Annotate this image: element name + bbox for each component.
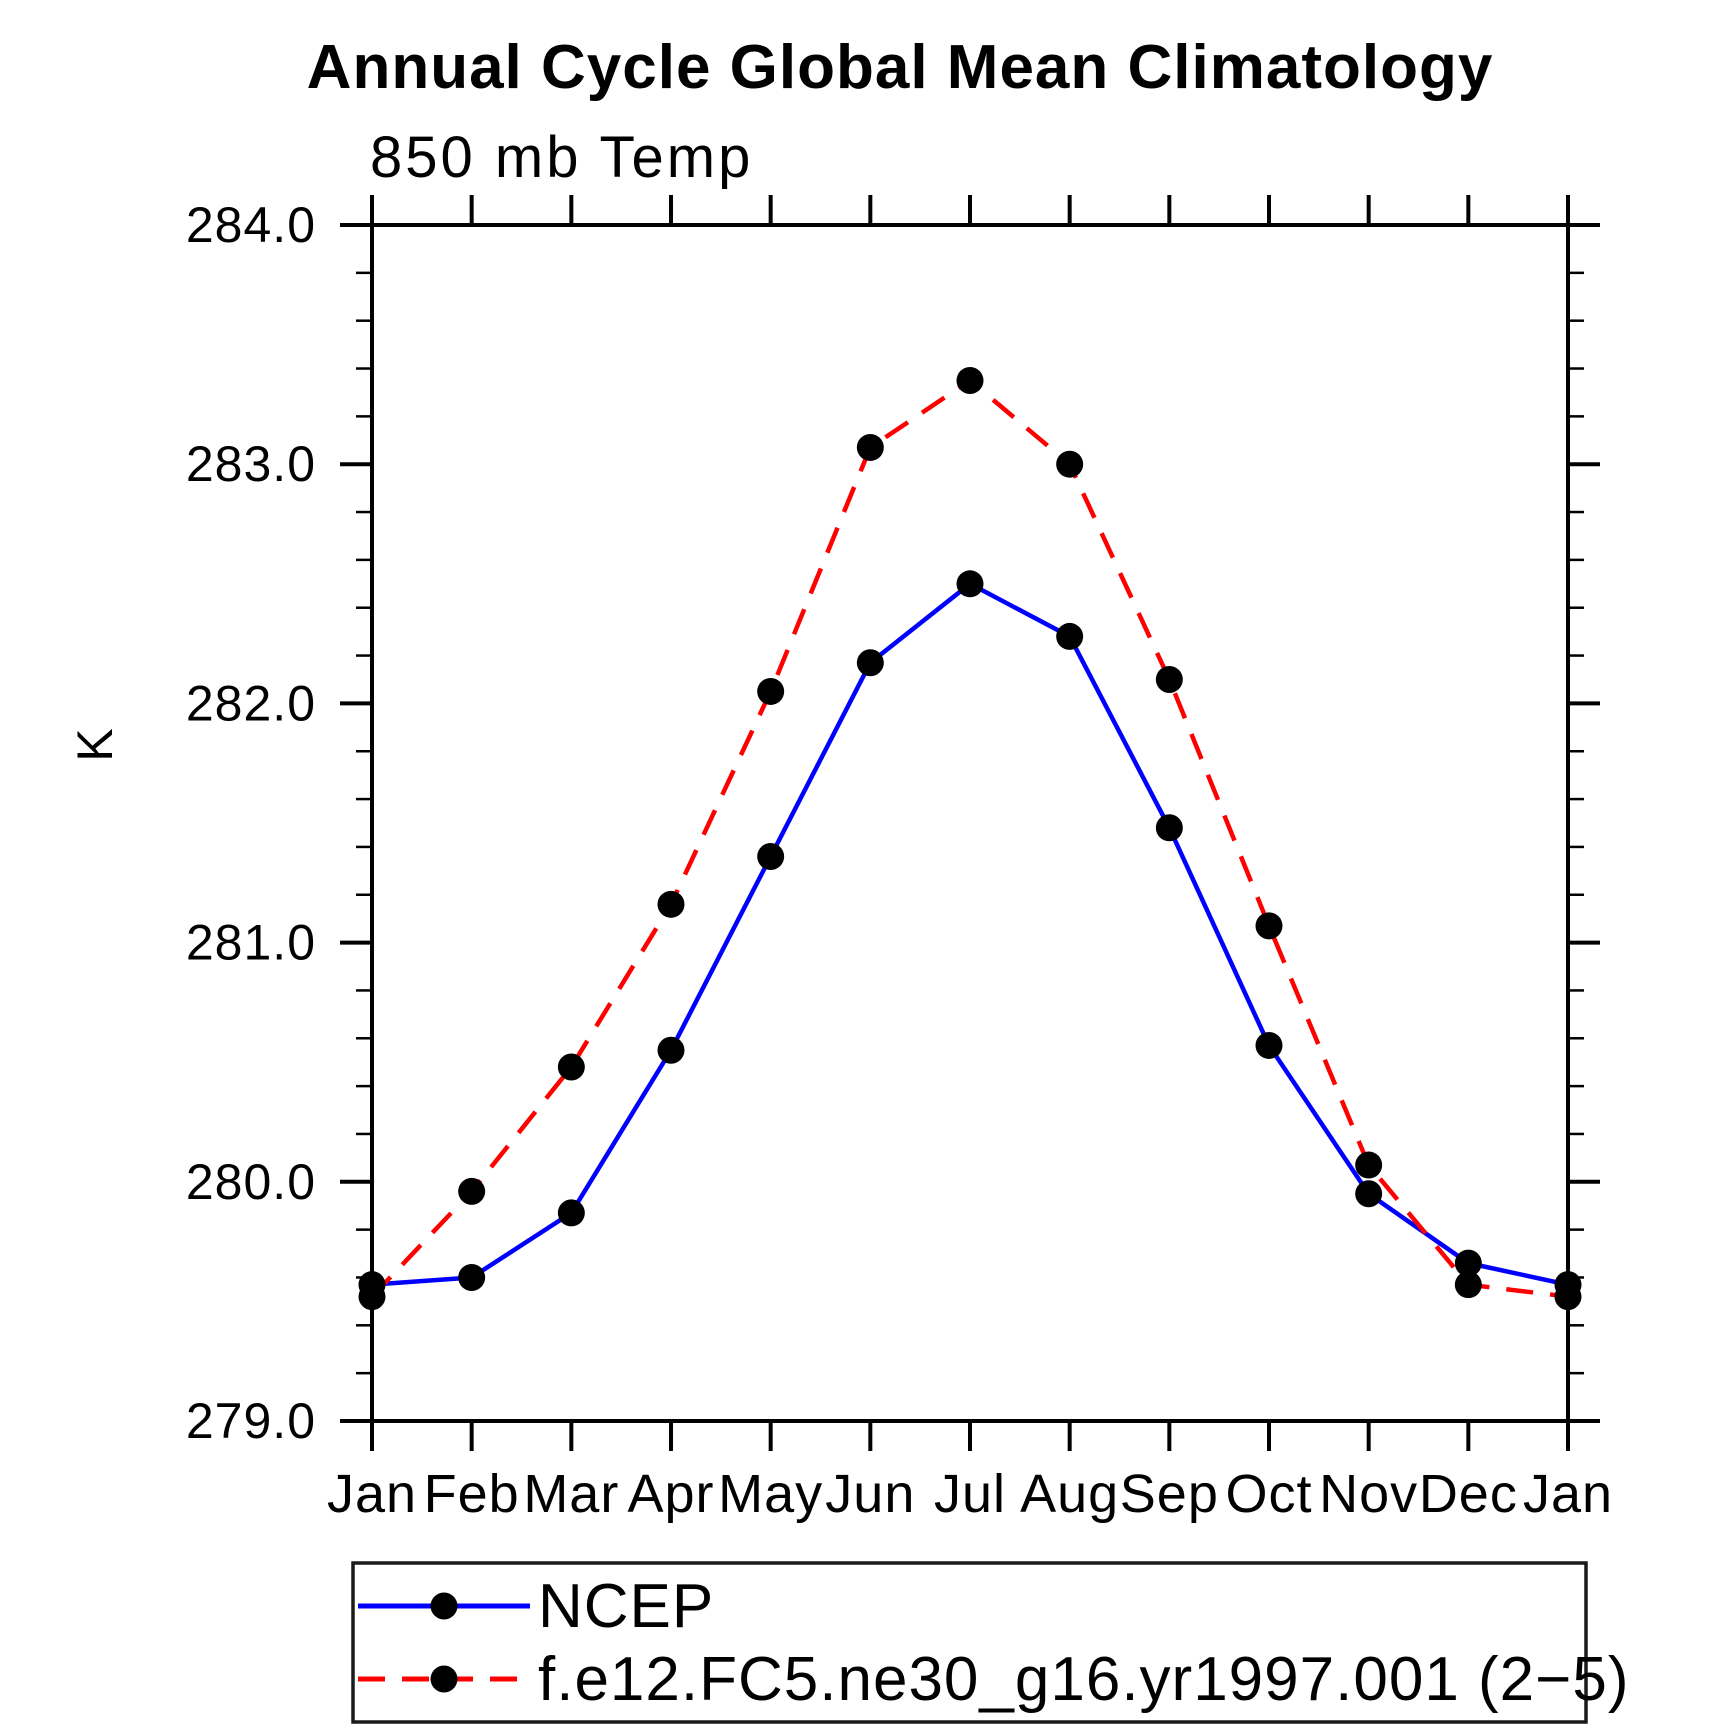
x-tick-label: Sep [1120, 1464, 1219, 1524]
series-0-marker [557, 1199, 585, 1227]
data-series [358, 366, 1582, 1311]
legend: NCEP f.e12.FC5.ne30_g16.yr1997.001 (2−5) [351, 1561, 1629, 1724]
x-tick-label: Jan [327, 1464, 417, 1524]
series-0-marker [757, 842, 785, 870]
legend-label-ncep: NCEP [538, 1572, 714, 1641]
y-tick-label: 282.0 [186, 675, 316, 731]
x-tick-label: Nov [1319, 1464, 1418, 1524]
series-line-0 [371, 581, 1569, 1287]
axis-ticks [340, 195, 1600, 1451]
y-axis-label: K [67, 728, 123, 761]
series-1-marker [458, 1177, 486, 1205]
y-tick-label: 280.0 [186, 1154, 316, 1210]
series-1-marker [1056, 450, 1084, 478]
x-tick-label: Jul [934, 1464, 1006, 1524]
chart-subtitle: 850 mb Temp [370, 125, 753, 190]
legend-box [351, 1561, 1588, 1724]
series-0-marker [856, 649, 884, 677]
series-1-marker [557, 1053, 585, 1081]
x-tick-label: Oct [1225, 1464, 1312, 1524]
legend-entry-ncep: NCEP [358, 1572, 714, 1641]
series-1-marker [956, 366, 984, 394]
series-0-marker [956, 570, 984, 598]
x-tick-label: Dec [1419, 1464, 1518, 1524]
series-1-marker [657, 890, 685, 918]
y-tick-label: 283.0 [186, 436, 316, 492]
series-0-marker [1056, 622, 1084, 650]
series-line-1 [370, 378, 1569, 1299]
series-0-marker [458, 1263, 486, 1291]
y-tick-label: 284.0 [186, 197, 316, 253]
x-tick-label: Jun [825, 1464, 915, 1524]
series-1-marker [1255, 912, 1283, 940]
x-tick-label: May [718, 1464, 823, 1524]
legend-marker-icon [430, 1592, 458, 1620]
legend-marker-icon [430, 1665, 458, 1693]
series-1-marker [1155, 665, 1183, 693]
x-tick-label: Mar [523, 1464, 619, 1524]
series-0-marker [1454, 1249, 1482, 1277]
y-tick-label: 281.0 [186, 915, 316, 971]
y-tick-label: 279.0 [186, 1393, 316, 1449]
chart-title: Annual Cycle Global Mean Climatology [307, 33, 1494, 102]
legend-entry-model: f.e12.FC5.ne30_g16.yr1997.001 (2−5) [358, 1645, 1629, 1714]
series-1-marker [1355, 1151, 1383, 1179]
series-0-marker [1255, 1031, 1283, 1059]
legend-label-model: f.e12.FC5.ne30_g16.yr1997.001 (2−5) [538, 1645, 1629, 1714]
series-1-marker [757, 677, 785, 705]
x-tick-label: Jan [1523, 1464, 1613, 1524]
series-1-marker [1454, 1271, 1482, 1299]
series-0-marker [657, 1036, 685, 1064]
plot-frame [370, 223, 1570, 1423]
x-tick-label: Aug [1020, 1464, 1119, 1524]
x-tick-label: Apr [627, 1464, 714, 1524]
series-0-marker [1155, 814, 1183, 842]
axis-tick-labels: Jan Feb Mar Apr May Jun Jul Aug Sep Oct Nov Dec Jan2… [186, 197, 1613, 1524]
series-0-marker [1355, 1180, 1383, 1208]
x-tick-label: Feb [424, 1464, 520, 1524]
series-1-marker [856, 433, 884, 461]
